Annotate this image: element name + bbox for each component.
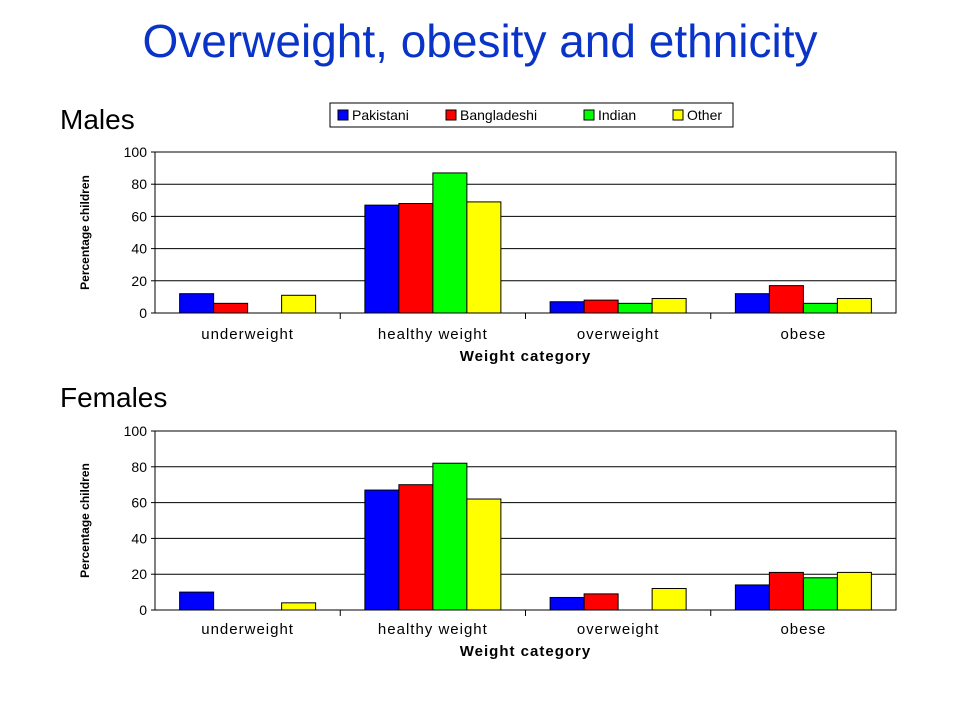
- legend-swatch-other: [672, 109, 684, 121]
- y-tick-label: 20: [131, 566, 147, 582]
- bar-other-overweight: [651, 588, 687, 611]
- females-label: Females: [60, 382, 168, 413]
- bar-bangladeshi-overweight: [583, 299, 619, 314]
- y-tick-label: 40: [131, 530, 147, 546]
- bar-pakistani-healthy-weight: [364, 489, 400, 611]
- bar-indian-overweight: [617, 302, 653, 314]
- males-label: Males: [60, 104, 135, 135]
- bar-indian-healthy-weight: [432, 462, 468, 611]
- y-tick-label: 100: [124, 144, 148, 160]
- legend-swatch-indian: [583, 109, 595, 121]
- bar-indian-obese: [802, 577, 838, 611]
- bar-bangladeshi-obese: [768, 285, 804, 314]
- y-tick-label: 60: [131, 208, 147, 224]
- x-axis-label: Weight category: [460, 643, 591, 660]
- bar-pakistani-overweight: [549, 596, 585, 611]
- bar-pakistani-healthy-weight: [364, 204, 400, 314]
- bar-pakistani-underweight: [179, 293, 215, 314]
- bar-pakistani-overweight: [549, 301, 585, 314]
- x-category-label: obese: [780, 326, 826, 343]
- bar-other-obese: [836, 298, 872, 314]
- y-tick-label: 40: [131, 241, 147, 257]
- bar-other-underweight: [281, 294, 317, 314]
- bar-bangladeshi-healthy-weight: [398, 203, 434, 314]
- bar-indian-healthy-weight: [432, 172, 468, 314]
- bar-other-underweight: [281, 602, 317, 611]
- bar-bangladeshi-healthy-weight: [398, 484, 434, 611]
- y-tick-label: 0: [139, 602, 147, 618]
- bar-other-overweight: [651, 298, 687, 314]
- page-title: Overweight, obesity and ethnicity: [142, 15, 818, 67]
- bar-other-healthy-weight: [466, 498, 502, 611]
- legend-box: [329, 102, 734, 128]
- bar-pakistani-obese: [734, 584, 770, 611]
- y-tick-label: 0: [139, 305, 147, 321]
- y-tick-label: 80: [131, 459, 147, 475]
- x-category-label: healthy weight: [378, 621, 488, 638]
- bar-bangladeshi-overweight: [583, 593, 619, 611]
- x-category-label: overweight: [577, 326, 660, 343]
- x-category-label: overweight: [577, 621, 660, 638]
- x-category-label: healthy weight: [378, 326, 488, 343]
- y-tick-label: 20: [131, 273, 147, 289]
- bar-other-healthy-weight: [466, 201, 502, 314]
- y-tick-label: 80: [131, 176, 147, 192]
- legend-label-pakistani: Pakistani: [352, 107, 409, 123]
- bar-bangladeshi-obese: [768, 571, 804, 611]
- bar-pakistani-underweight: [179, 591, 215, 611]
- bar-bangladeshi-underweight: [213, 302, 249, 314]
- x-axis-label: Weight category: [460, 348, 591, 365]
- legend-swatch-bangladeshi: [445, 109, 457, 121]
- legend-label-bangladeshi: Bangladeshi: [460, 107, 537, 123]
- legend-swatch-pakistani: [337, 109, 349, 121]
- y-axis-label: Percentage children: [78, 175, 92, 290]
- bar-pakistani-obese: [734, 293, 770, 314]
- y-axis-label: Percentage children: [78, 463, 92, 578]
- bar-indian-obese: [802, 302, 838, 314]
- x-category-label: underweight: [201, 621, 294, 638]
- legend-label-other: Other: [687, 107, 722, 123]
- x-category-label: obese: [780, 621, 826, 638]
- bar-other-obese: [836, 571, 872, 611]
- legend-label-indian: Indian: [598, 107, 636, 123]
- x-category-label: underweight: [201, 326, 294, 343]
- y-tick-label: 60: [131, 495, 147, 511]
- y-tick-label: 100: [124, 423, 148, 439]
